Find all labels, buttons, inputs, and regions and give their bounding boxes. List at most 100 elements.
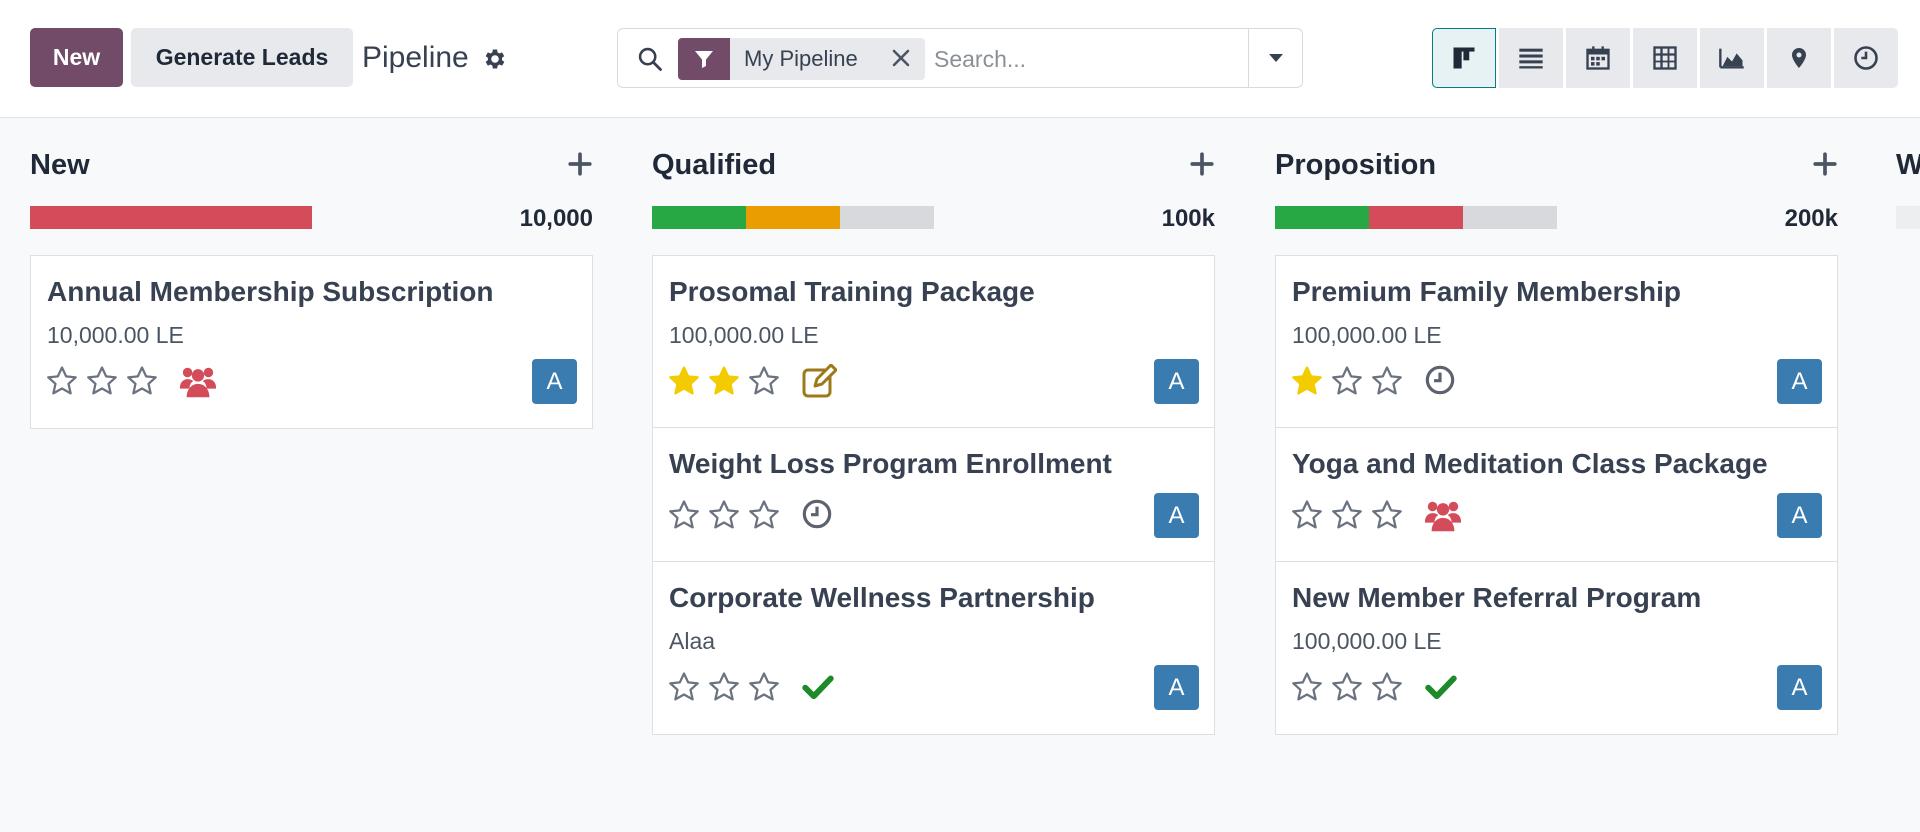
check-icon[interactable] bbox=[801, 670, 835, 704]
column-total: 200k bbox=[1784, 205, 1838, 232]
star-icon[interactable] bbox=[1370, 670, 1404, 704]
star-icon[interactable] bbox=[1330, 670, 1364, 704]
kanban-card[interactable]: Prosomal Training Package 100,000.00 LE A bbox=[653, 256, 1214, 428]
star-icon[interactable] bbox=[747, 498, 781, 532]
edit-icon[interactable] bbox=[801, 363, 838, 398]
column-total: 100k bbox=[1161, 205, 1215, 232]
avatar[interactable]: A bbox=[1154, 493, 1199, 538]
clock-icon[interactable] bbox=[1424, 364, 1458, 398]
caret-down-icon bbox=[1268, 54, 1283, 62]
column-title: W bbox=[1896, 149, 1920, 181]
star-icon[interactable] bbox=[707, 670, 741, 704]
list-icon bbox=[1519, 48, 1543, 69]
column-title: New bbox=[30, 149, 90, 181]
star-icon[interactable] bbox=[1330, 364, 1364, 398]
clock-icon[interactable] bbox=[801, 498, 835, 532]
card-list: Premium Family Membership 100,000.00 LE A Y… bbox=[1275, 255, 1838, 735]
column-title: Qualified bbox=[652, 149, 777, 181]
progress-segment-danger[interactable] bbox=[30, 206, 312, 229]
column-progress-bar[interactable] bbox=[30, 206, 312, 229]
clock-icon bbox=[1854, 46, 1878, 70]
column-progress-bar[interactable] bbox=[1275, 206, 1557, 229]
star-icon[interactable] bbox=[1290, 670, 1324, 704]
star-icon[interactable] bbox=[667, 670, 701, 704]
card-subtitle: Alaa bbox=[669, 628, 716, 654]
progress-segment-danger[interactable] bbox=[1368, 206, 1463, 229]
new-button[interactable]: New bbox=[30, 28, 123, 87]
graph-view-button[interactable] bbox=[1700, 28, 1764, 88]
star-icon[interactable] bbox=[1370, 498, 1404, 532]
avatar[interactable]: A bbox=[1154, 665, 1199, 710]
calendar-icon bbox=[1586, 46, 1610, 70]
kanban-card[interactable]: New Member Referral Program 100,000.00 LE… bbox=[1276, 562, 1837, 734]
calendar-view-button[interactable] bbox=[1566, 28, 1630, 88]
priority-stars bbox=[667, 670, 787, 704]
star-filled-icon[interactable] bbox=[707, 364, 741, 398]
star-icon[interactable] bbox=[707, 498, 741, 532]
avatar[interactable]: A bbox=[1777, 493, 1822, 538]
list-view-button[interactable] bbox=[1499, 28, 1563, 88]
card-subtitle: 100,000.00 LE bbox=[1292, 322, 1442, 348]
progress-segment-success[interactable] bbox=[652, 206, 746, 229]
star-icon[interactable] bbox=[1290, 498, 1324, 532]
progress-segment-success[interactable] bbox=[1275, 206, 1369, 229]
kanban-card[interactable]: Annual Membership Subscription 10,000.00 … bbox=[31, 256, 592, 428]
star-icon[interactable] bbox=[85, 364, 119, 398]
check-icon[interactable] bbox=[1424, 670, 1458, 704]
card-title: Prosomal Training Package bbox=[669, 276, 1035, 307]
progress-segment-warning[interactable] bbox=[745, 206, 840, 229]
meeting-icon[interactable] bbox=[179, 364, 217, 398]
map-view-button[interactable] bbox=[1767, 28, 1831, 88]
filter-icon bbox=[678, 38, 730, 80]
view-switcher bbox=[1432, 28, 1898, 88]
star-icon[interactable] bbox=[1330, 498, 1364, 532]
search-input[interactable] bbox=[934, 42, 1234, 76]
priority-stars bbox=[1290, 364, 1410, 398]
priority-stars bbox=[45, 364, 165, 398]
close-icon[interactable] bbox=[889, 46, 913, 70]
kanban-card[interactable]: Weight Loss Program Enrollment A bbox=[653, 428, 1214, 562]
star-icon[interactable] bbox=[125, 364, 159, 398]
search-icon[interactable] bbox=[636, 45, 664, 73]
plus-icon[interactable] bbox=[1812, 151, 1838, 177]
star-icon[interactable] bbox=[45, 364, 79, 398]
kanban-card[interactable]: Premium Family Membership 100,000.00 LE A bbox=[1276, 256, 1837, 428]
meeting-icon[interactable] bbox=[1424, 498, 1462, 532]
priority-stars bbox=[1290, 670, 1410, 704]
star-icon[interactable] bbox=[747, 670, 781, 704]
kanban-icon bbox=[1453, 47, 1475, 69]
priority-stars bbox=[1290, 498, 1410, 532]
column-progress-bar[interactable] bbox=[652, 206, 934, 229]
facet-label: My Pipeline bbox=[744, 46, 858, 71]
star-icon[interactable] bbox=[667, 498, 701, 532]
card-title: Annual Membership Subscription bbox=[47, 276, 494, 307]
pivot-icon bbox=[1653, 46, 1677, 70]
kanban-card[interactable]: Corporate Wellness Partnership Alaa A bbox=[653, 562, 1214, 734]
search-facet: My Pipeline bbox=[678, 38, 925, 80]
plus-icon[interactable] bbox=[1189, 151, 1215, 177]
search-options-toggle[interactable] bbox=[1248, 29, 1302, 87]
star-filled-icon[interactable] bbox=[667, 364, 701, 398]
generate-leads-button[interactable]: Generate Leads bbox=[131, 28, 353, 87]
page-title: Pipeline bbox=[362, 41, 469, 74]
card-title: Corporate Wellness Partnership bbox=[669, 582, 1095, 613]
activity-view-button[interactable] bbox=[1834, 28, 1898, 88]
card-list: Prosomal Training Package 100,000.00 LE A W… bbox=[652, 255, 1215, 735]
plus-icon[interactable] bbox=[567, 151, 593, 177]
star-filled-icon[interactable] bbox=[1290, 364, 1324, 398]
column-title: Proposition bbox=[1275, 149, 1437, 181]
pivot-view-button[interactable] bbox=[1633, 28, 1697, 88]
star-icon[interactable] bbox=[747, 364, 781, 398]
avatar[interactable]: A bbox=[1154, 359, 1199, 404]
card-subtitle: 100,000.00 LE bbox=[669, 322, 819, 348]
card-title: Premium Family Membership bbox=[1292, 276, 1682, 307]
card-title: Weight Loss Program Enrollment bbox=[669, 448, 1112, 479]
kanban-card[interactable]: Yoga and Meditation Class Package A bbox=[1276, 428, 1837, 562]
kanban-view-button[interactable] bbox=[1432, 28, 1496, 88]
gear-icon[interactable] bbox=[482, 46, 508, 72]
avatar[interactable]: A bbox=[532, 359, 577, 404]
area-chart-icon bbox=[1719, 48, 1744, 69]
star-icon[interactable] bbox=[1370, 364, 1404, 398]
avatar[interactable]: A bbox=[1777, 665, 1822, 710]
avatar[interactable]: A bbox=[1777, 359, 1822, 404]
